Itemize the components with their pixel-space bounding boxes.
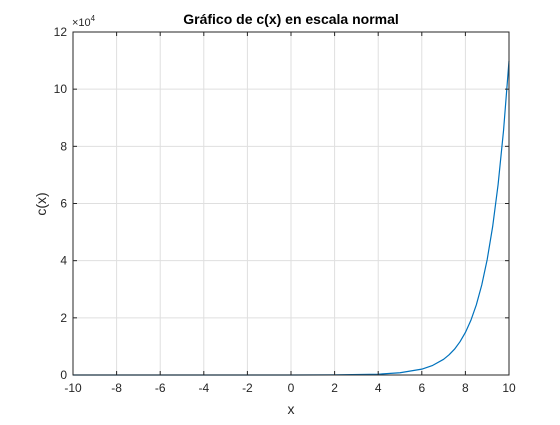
grid: [73, 32, 509, 375]
y-exponent-base: ×10: [72, 17, 91, 29]
y-tick-label: 6: [60, 197, 67, 211]
y-tick-label: 0: [60, 368, 67, 382]
ticks: [72, 31, 510, 376]
chart-title: Gráfico de c(x) en escala normal: [183, 11, 399, 27]
y-tick-label: 2: [60, 311, 67, 325]
x-tick-label: 8: [462, 381, 469, 395]
tick-labels: -10 -8 -6 -4 -2 0 2 4 6 8 10 0 2 4 6 8 10 12: [54, 25, 516, 395]
x-tick-label: -6: [155, 381, 166, 395]
y-tick-label: 12: [54, 25, 68, 39]
y-exponent-power: 4: [91, 14, 96, 23]
y-exponent-label: ×104: [72, 14, 96, 29]
x-tick-label: 2: [331, 381, 338, 395]
x-tick-label: -4: [198, 381, 209, 395]
x-tick-label: -2: [242, 381, 253, 395]
y-tick-label: 8: [60, 139, 67, 153]
y-tick-label: 10: [54, 82, 68, 96]
x-axis-label: x: [288, 401, 295, 417]
x-tick-label: 4: [375, 381, 382, 395]
x-tick-label: 0: [288, 381, 295, 395]
x-tick-label: 6: [418, 381, 425, 395]
x-tick-label: -10: [64, 381, 82, 395]
y-tick-label: 4: [60, 254, 67, 268]
x-tick-label: 10: [502, 381, 516, 395]
x-tick-label: -8: [111, 381, 122, 395]
y-axis-label: c(x): [33, 192, 49, 215]
